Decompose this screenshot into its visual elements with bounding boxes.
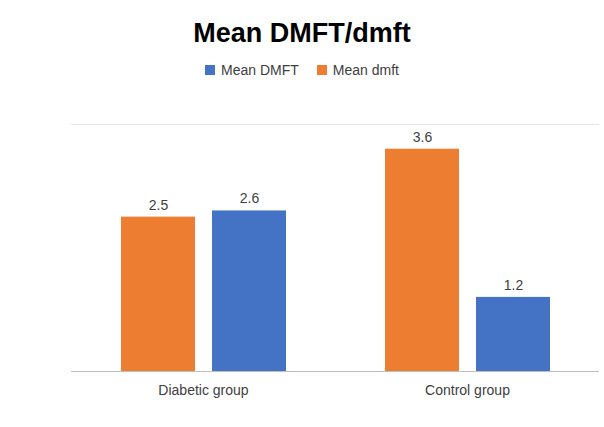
svg-text:Control group: Control group: [425, 382, 510, 398]
svg-text:2.5: 2.5: [149, 197, 169, 213]
html-text:Mean DMFT/dmft: Mean DMFT/dmft: [193, 18, 411, 48]
svg-text:3.6: 3.6: [413, 129, 433, 145]
svg-text:Diabetic group: Diabetic group: [158, 382, 248, 398]
svg-text:1.2: 1.2: [504, 277, 524, 293]
svg-text:2.6: 2.6: [240, 190, 260, 206]
html-text:Mean DMFT: Mean DMFT: [221, 62, 299, 78]
html-text:Mean dmft: Mean dmft: [332, 62, 399, 78]
